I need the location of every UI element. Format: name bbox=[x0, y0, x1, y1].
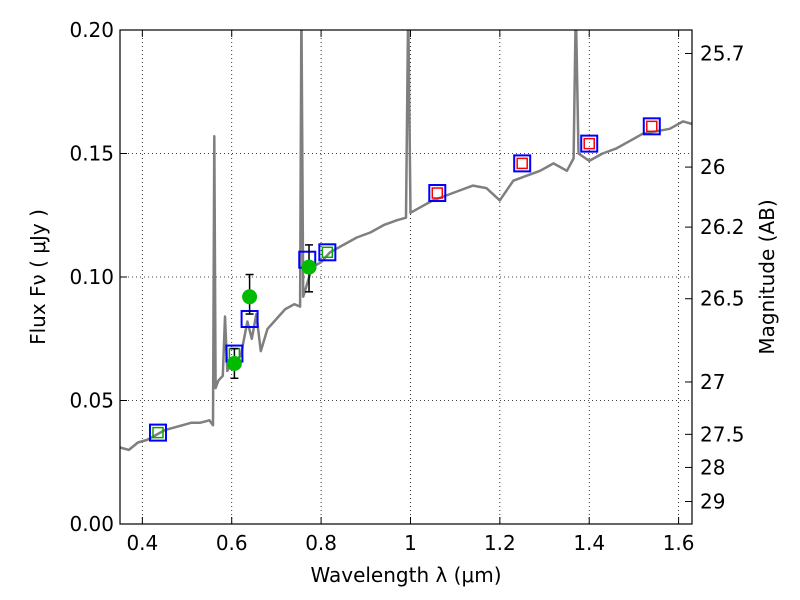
observed-flux-point bbox=[242, 289, 258, 305]
model-photometry-square bbox=[148, 423, 167, 442]
y-axis-right-label: Magnitude (AB) bbox=[755, 199, 779, 354]
axis-ticks: 0.4 0.6 0.8 1 1.2 1.4 1.6 0.00 0.05 0.10 0.15 0.20 2… bbox=[69, 18, 744, 555]
spectrum-line bbox=[120, 30, 692, 452]
model-photometry-square bbox=[513, 154, 532, 173]
y-tick-label: 0.10 bbox=[69, 265, 114, 289]
mag-tick-label: 26.5 bbox=[700, 287, 745, 311]
y-tick-label: 0.20 bbox=[69, 18, 114, 42]
mag-tick-label: 27.5 bbox=[700, 422, 745, 446]
x-tick-label: 1.2 bbox=[484, 531, 516, 555]
plot-area bbox=[120, 30, 692, 452]
observed-flux-point bbox=[226, 355, 242, 371]
observed-band-square bbox=[583, 137, 595, 150]
observed-band-square bbox=[646, 120, 658, 133]
observed-flux-point bbox=[301, 259, 317, 275]
y-axis-label: Flux Fν ( μJy ) bbox=[26, 209, 50, 345]
mag-tick-label: 28 bbox=[700, 455, 725, 479]
mag-tick-label: 27 bbox=[700, 370, 725, 394]
observed-band-square bbox=[152, 426, 164, 439]
x-tick-label: 1.6 bbox=[663, 531, 695, 555]
x-tick-label: 0.4 bbox=[126, 531, 158, 555]
observed-band-square bbox=[321, 246, 334, 259]
x-axis-label: Wavelength λ (μm) bbox=[310, 563, 501, 587]
observed-band-square bbox=[431, 187, 444, 199]
x-tick-label: 1.4 bbox=[573, 531, 605, 555]
y-tick-label: 0.05 bbox=[69, 389, 114, 413]
model-photometry-square bbox=[318, 243, 337, 262]
x-tick-label: 0.6 bbox=[216, 531, 248, 555]
model-photometry-square bbox=[580, 134, 599, 153]
plot-series bbox=[120, 30, 692, 452]
mag-tick-label: 26 bbox=[700, 155, 725, 179]
x-tick-label: 0.8 bbox=[305, 531, 337, 555]
mag-tick-label: 29 bbox=[700, 490, 725, 514]
y-tick-label: 0.00 bbox=[69, 512, 114, 536]
model-photometry-square bbox=[642, 117, 661, 136]
x-tick-label: 1 bbox=[404, 531, 417, 555]
model-photometry-square bbox=[428, 184, 447, 203]
mag-tick-label: 25.7 bbox=[700, 41, 745, 65]
observed-band-square bbox=[516, 157, 528, 170]
y-tick-label: 0.15 bbox=[69, 142, 114, 166]
mag-tick-label: 26.2 bbox=[700, 215, 745, 239]
